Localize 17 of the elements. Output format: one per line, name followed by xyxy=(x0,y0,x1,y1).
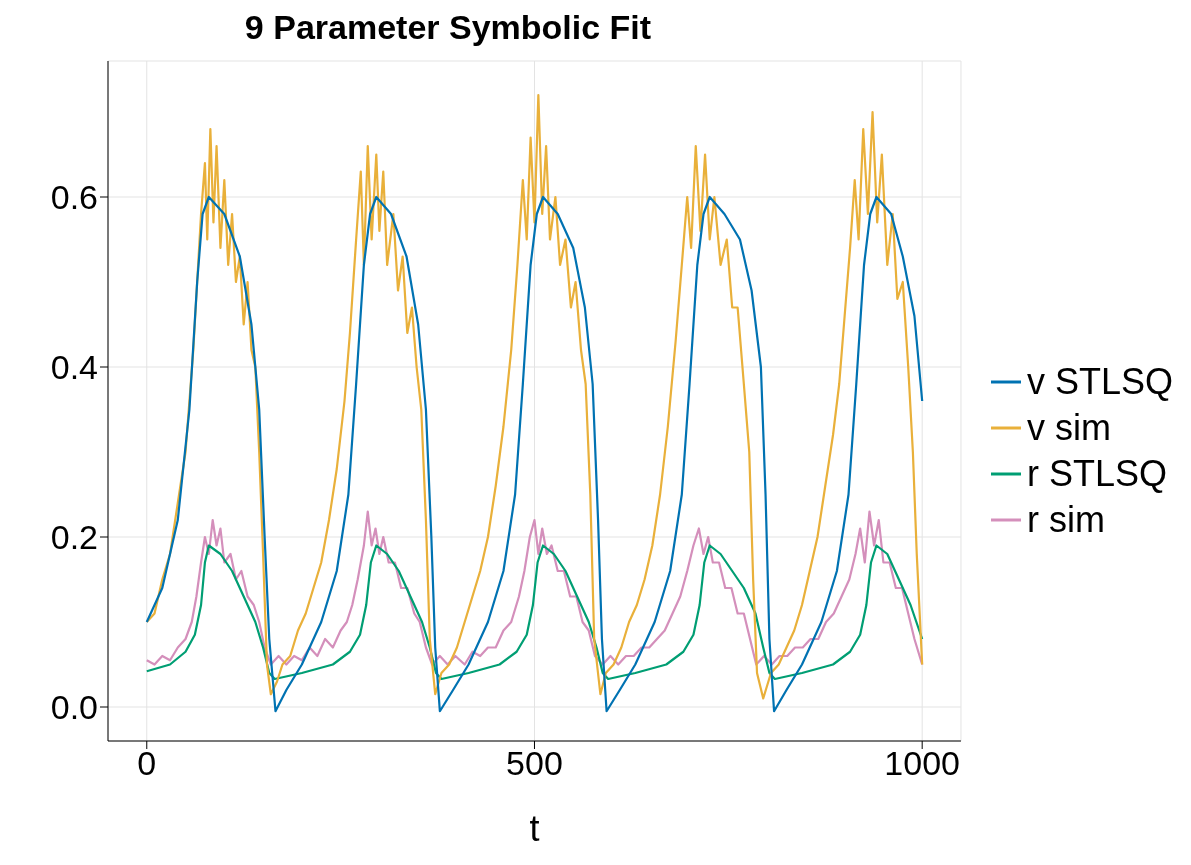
chart-title: 9 Parameter Symbolic Fit xyxy=(243,8,653,47)
legend-label: r sim xyxy=(1026,498,1105,542)
x-tick-label: 1000 xyxy=(884,744,960,783)
legend-label: v STLSQ xyxy=(1026,360,1173,404)
y-tick-label: 0.0 xyxy=(50,688,98,727)
legend-label: r STLSQ xyxy=(1026,452,1167,496)
y-tick-label: 0.2 xyxy=(50,518,98,557)
x-axis-title: t xyxy=(529,808,540,849)
line-series xyxy=(145,544,924,681)
line-series xyxy=(145,195,924,713)
x-tick-label: 500 xyxy=(506,744,563,783)
line-series xyxy=(145,510,924,666)
x-tick-label: 0 xyxy=(137,744,157,783)
line-series xyxy=(145,93,924,700)
legend-label: v sim xyxy=(1026,406,1111,450)
y-tick-label: 0.4 xyxy=(50,348,98,387)
y-tick-label: 0.6 xyxy=(50,178,98,217)
